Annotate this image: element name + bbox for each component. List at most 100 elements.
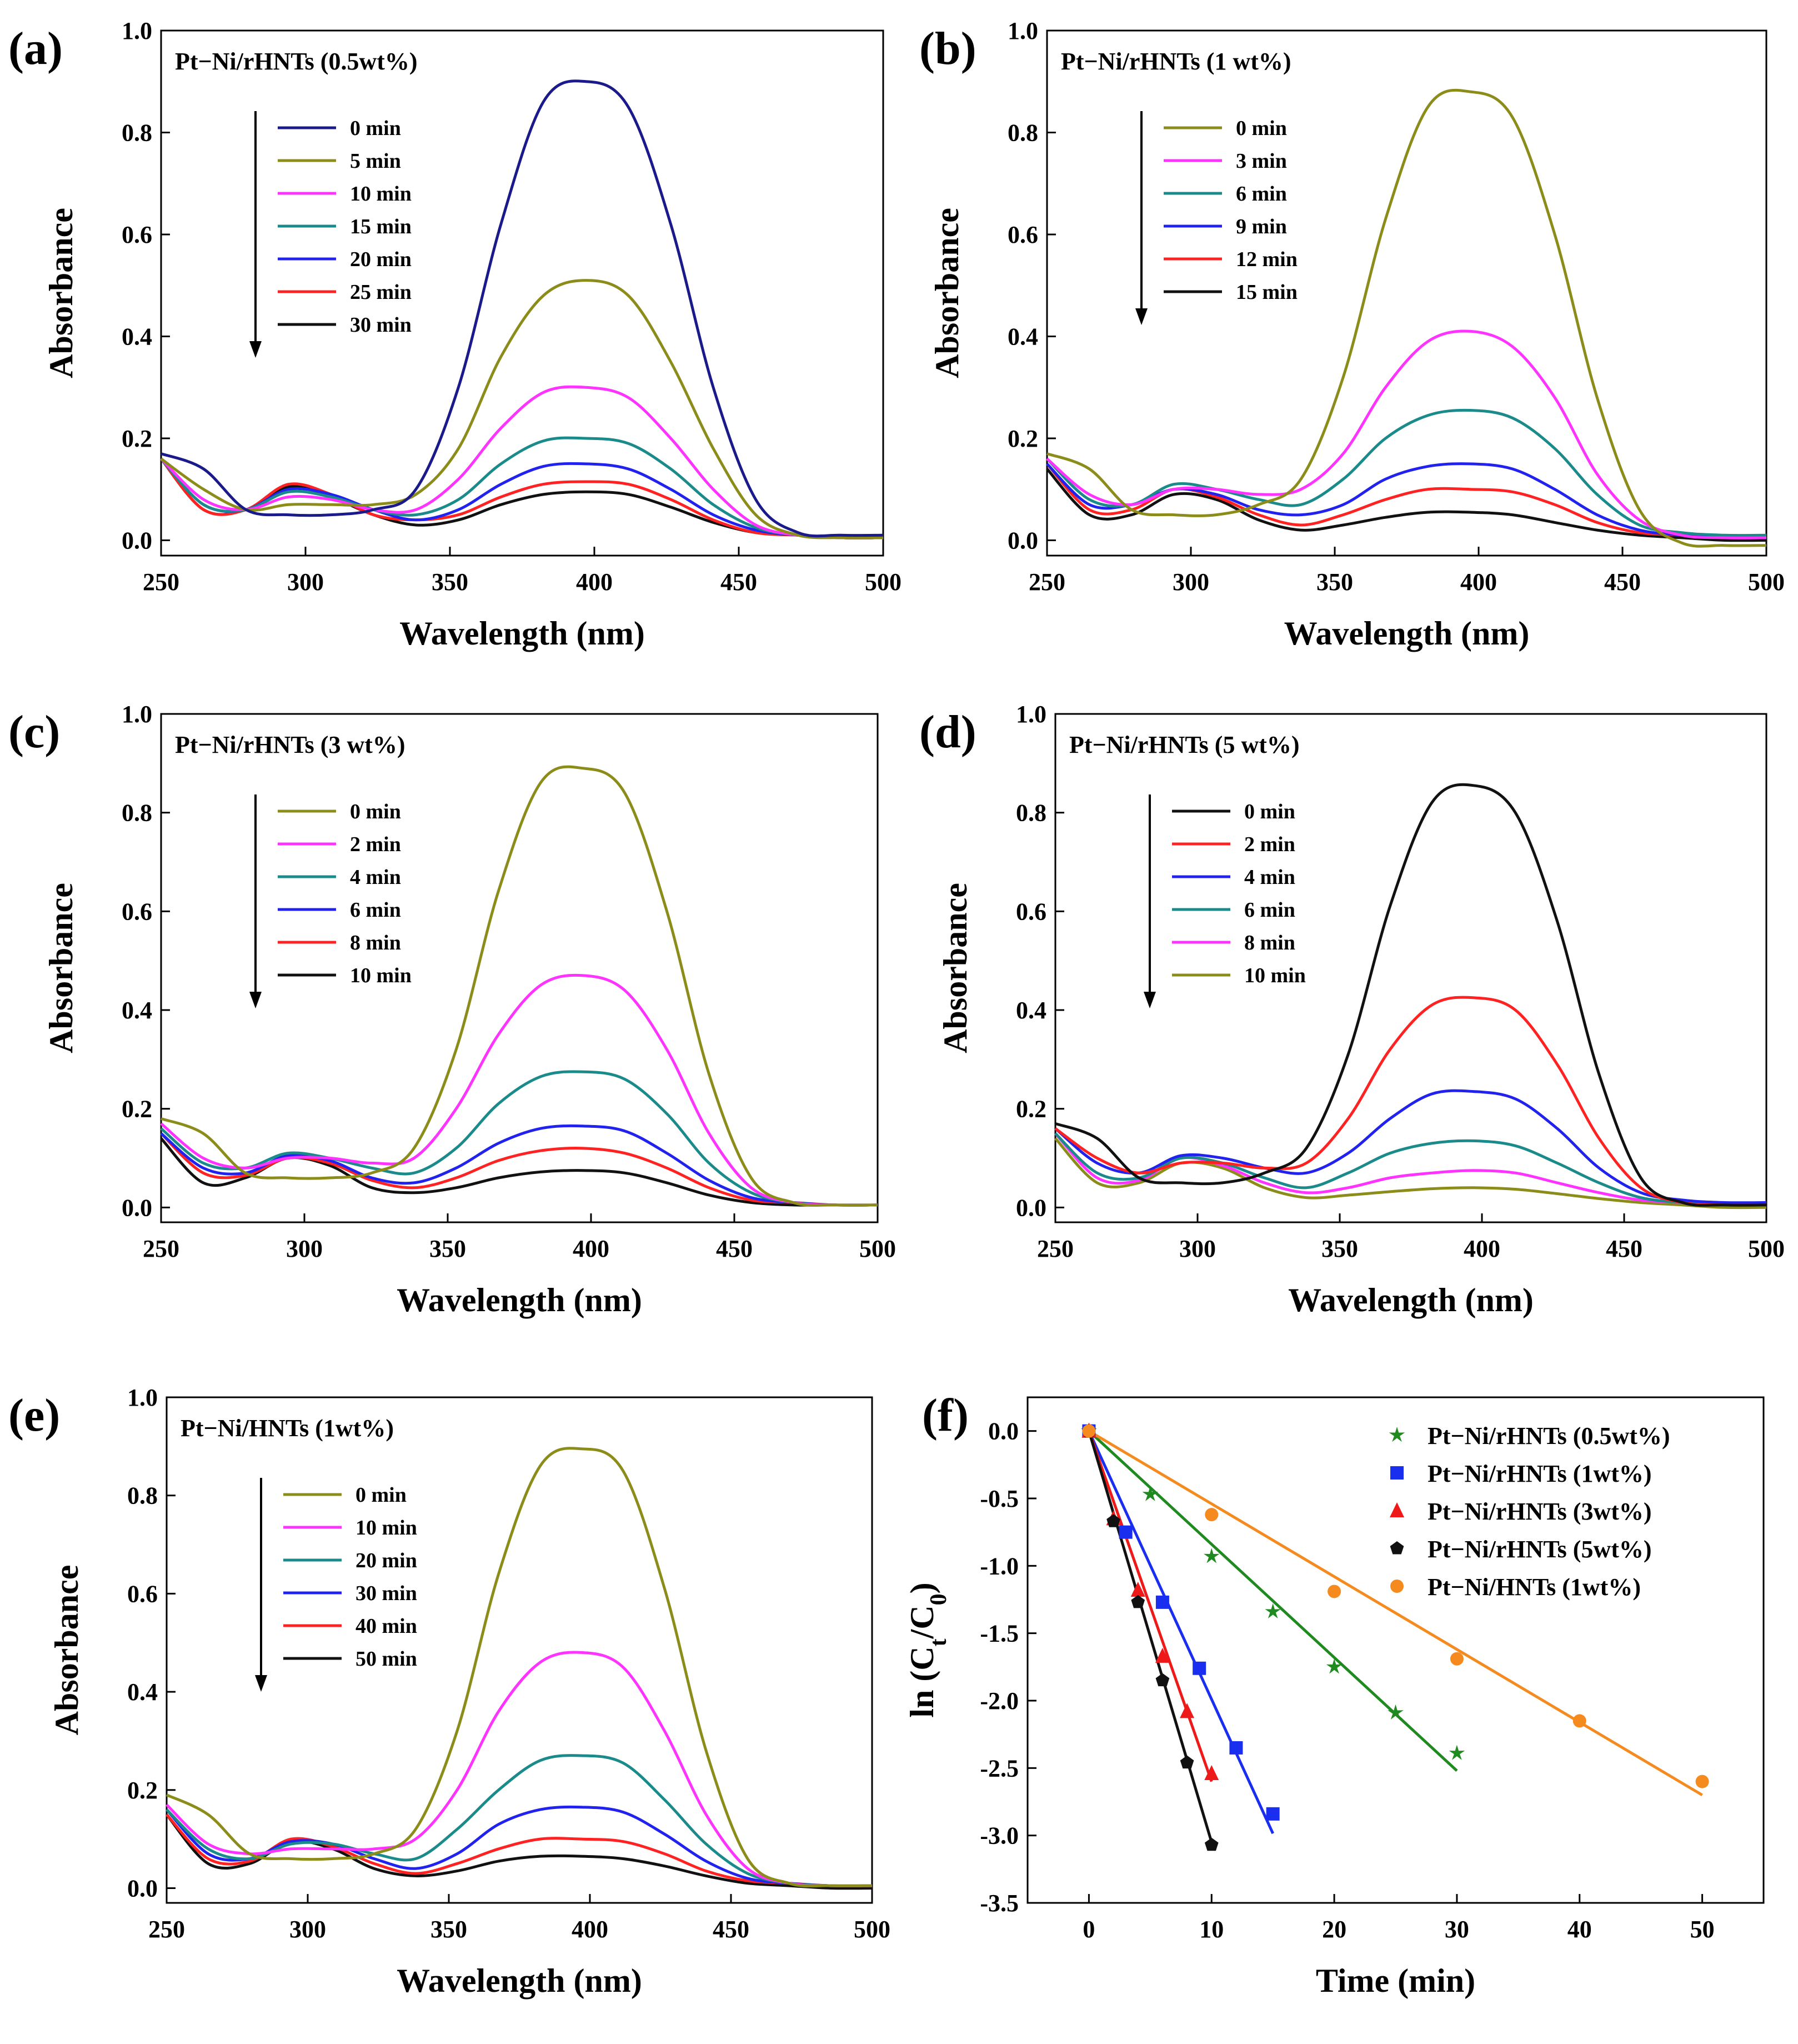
panel-e: 250 300 350 400 450 500 0.0 0.2 0.4 0.6 0.8 1.0 (e) P… [8, 1384, 890, 1999]
legend-label: 5 min [350, 149, 401, 173]
legend-label: Pt−Ni/rHNTs (1wt%) [1428, 1460, 1652, 1487]
series-points [1082, 1424, 1709, 1788]
y-tick-label: 1.0 [1016, 701, 1046, 728]
legend-label: 20 min [350, 248, 412, 271]
legend-label: 4 min [1244, 866, 1295, 889]
y-tick-label: 0.0 [127, 1875, 158, 1902]
data-point [1328, 1585, 1341, 1598]
x-tick-label: 300 [1173, 568, 1209, 596]
y-tick-label: 0.8 [1008, 119, 1038, 146]
legend-label: 6 min [1236, 182, 1287, 206]
series-line-2-min [1054, 996, 1767, 1207]
data-point [1266, 1807, 1280, 1821]
x-tick-label: 500 [1748, 1235, 1785, 1262]
legend-label: 0 min [355, 1483, 407, 1507]
series-line-40-min [166, 1813, 873, 1887]
time-arrow-head [249, 341, 262, 358]
legend-label: 25 min [350, 281, 412, 304]
y-tick-label: 1.0 [1008, 17, 1038, 44]
series-group [160, 79, 884, 539]
x-tick-label: 350 [1321, 1235, 1358, 1262]
y-axis-label: Absorbance [48, 1565, 85, 1736]
data-point [1180, 1703, 1195, 1718]
y-axis-label: Absorbance [43, 883, 79, 1053]
y-tick-label: 0.4 [1008, 323, 1038, 350]
y-tick-label: 0.6 [1016, 898, 1046, 925]
data-point [1142, 1486, 1159, 1501]
x-axis-label: Wavelength (nm) [397, 1962, 642, 1999]
series-line-20-min [160, 458, 884, 539]
y-tick-label: 0.8 [122, 799, 152, 827]
legend-label: 0 min [1236, 117, 1287, 140]
data-point [1204, 1837, 1219, 1851]
y-tick-label: 0.2 [127, 1777, 158, 1804]
x-tick-label: 400 [576, 568, 613, 596]
legend-label: 0 min [1244, 800, 1295, 823]
legend-label: 2 min [1244, 833, 1295, 856]
series-line-4-min [1054, 1089, 1767, 1205]
x-tick-label: 400 [1460, 568, 1497, 596]
x-tick-label: 50 [1690, 1916, 1715, 1943]
data-point [1326, 1658, 1343, 1674]
legend-label: 15 min [1236, 281, 1298, 304]
series-line-2-min [160, 973, 878, 1207]
fit-line [1088, 1430, 1213, 1843]
y-tick-label: -2.5 [980, 1755, 1019, 1782]
y-tick-label: 1.0 [122, 701, 152, 728]
y-tick-label: 0.8 [122, 119, 152, 146]
time-arrow-head [249, 992, 262, 1008]
data-point [1449, 1745, 1465, 1760]
x-tick-label: 300 [289, 1916, 326, 1943]
plot-frame [160, 29, 884, 557]
y-tick-label: 0.2 [1008, 425, 1038, 452]
panel-title: Pt−Ni/rHNTs (1 wt%) [1061, 48, 1291, 75]
legend-label: 4 min [350, 866, 401, 889]
data-point [1119, 1525, 1133, 1539]
y-tick-label: 0.4 [127, 1678, 158, 1706]
series-line-0-min [161, 765, 878, 1207]
x-tick-label: 500 [859, 1235, 896, 1262]
x-tick-label: 400 [572, 1916, 608, 1943]
x-tick-label: 450 [716, 1235, 753, 1262]
series-line-6-min [1046, 408, 1767, 537]
series-line-10-min [1054, 1137, 1767, 1210]
data-point [1205, 1508, 1219, 1522]
series-line-5-min [160, 279, 884, 539]
plot-frame [1054, 713, 1767, 1223]
x-tick-label: 350 [430, 1916, 467, 1943]
x-tick-label: 500 [865, 568, 901, 596]
legend-label: 6 min [1244, 898, 1295, 922]
y-axis-label: Absorbance [937, 883, 974, 1053]
legend-label: Pt−Ni/rHNTs (3wt%) [1428, 1498, 1652, 1525]
legend-label: 10 min [355, 1516, 417, 1540]
y-tick-label: 0.2 [122, 1096, 152, 1123]
series-line-12-min [1046, 463, 1767, 539]
series-line-0-min [1055, 783, 1767, 1207]
legend-label: 15 min [350, 215, 412, 238]
y-tick-label: 0.2 [122, 425, 152, 452]
data-point [1204, 1548, 1220, 1563]
y-tick-label: 0.0 [1016, 1194, 1046, 1221]
y-tick-label: 0.6 [1008, 221, 1038, 248]
x-tick-label: 30 [1445, 1916, 1469, 1943]
x-tick-label: 500 [1748, 568, 1785, 596]
y-tick-label: -1.0 [980, 1552, 1019, 1580]
plot-frame [166, 1396, 873, 1904]
x-tick-label: 0 [1083, 1916, 1095, 1943]
y-tick-label: 0.4 [122, 997, 152, 1024]
legend-label: 8 min [350, 931, 401, 954]
legend-label: 6 min [350, 898, 401, 922]
panel-letter: (c) [8, 706, 60, 758]
panel-title: Pt−Ni/HNTs (1wt%) [181, 1415, 394, 1442]
x-tick-label: 450 [713, 1916, 749, 1943]
y-axis-label-subscript: t [926, 1638, 951, 1646]
x-tick-label: 350 [429, 1235, 466, 1262]
legend-label: 0 min [350, 117, 401, 140]
x-tick-label: 400 [1464, 1235, 1500, 1262]
x-tick-label: 450 [1606, 1235, 1642, 1262]
legend-label: 10 min [1244, 964, 1306, 987]
x-tick-label: 40 [1567, 1916, 1592, 1943]
x-tick-label: 300 [287, 568, 324, 596]
x-tick-label: 350 [1316, 568, 1353, 596]
